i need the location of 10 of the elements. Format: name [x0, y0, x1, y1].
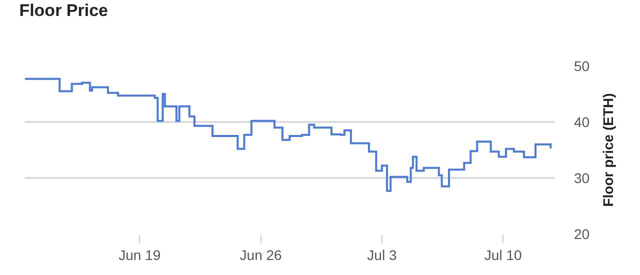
x-tick-label: Jun 19 — [118, 246, 161, 263]
y-tick-label: 50 — [574, 58, 590, 74]
x-tick-label: Jul 10 — [484, 246, 522, 263]
x-tick-label: Jul 3 — [367, 246, 397, 263]
y-tick-label: 20 — [574, 226, 590, 242]
chart-title: Floor Price — [19, 1, 108, 20]
y-axis-title: Floor price (ETH) — [600, 93, 616, 207]
y-tick-label: 30 — [574, 170, 590, 186]
y-tick-label: 40 — [574, 114, 590, 130]
x-tick-label: Jun 26 — [240, 246, 282, 263]
